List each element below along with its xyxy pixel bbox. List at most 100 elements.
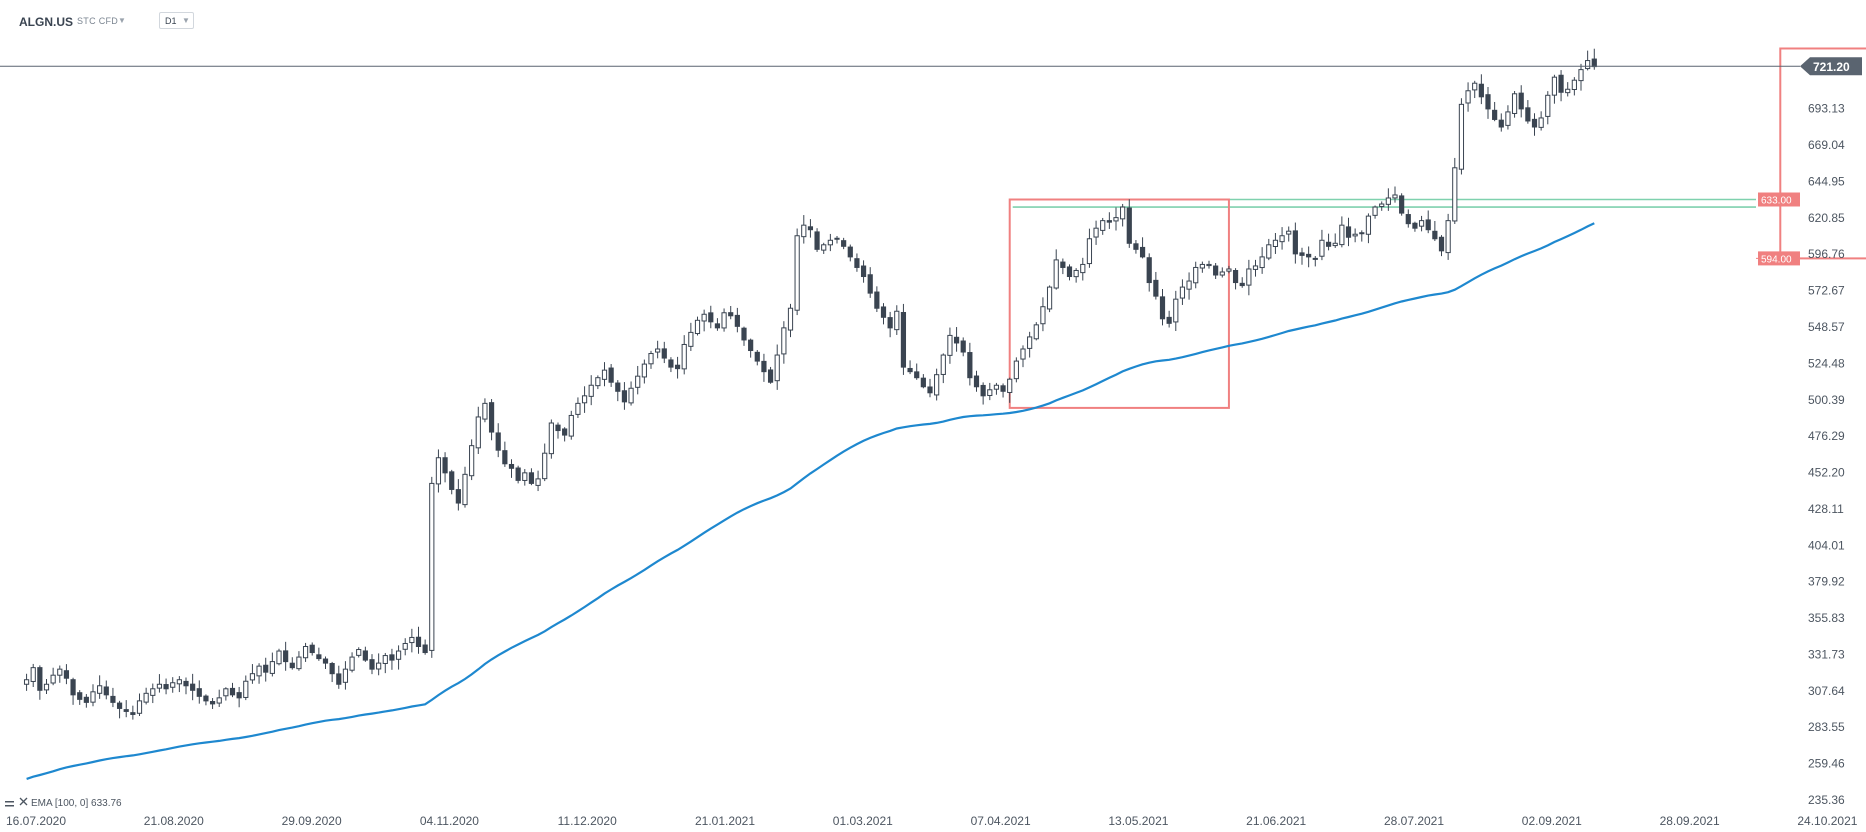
candle (655, 340, 661, 359)
candle-body (342, 668, 349, 683)
candle (77, 690, 83, 705)
candle (1133, 240, 1139, 254)
candle (1173, 290, 1179, 332)
candle (940, 353, 946, 384)
candle (794, 228, 800, 316)
candle-body (1126, 207, 1132, 244)
candle-body (1452, 167, 1458, 222)
candle-body (920, 377, 926, 388)
candle (263, 657, 269, 682)
candle-body (229, 687, 236, 696)
candle (1219, 267, 1225, 278)
candle (1518, 85, 1524, 118)
candle (296, 651, 302, 671)
candle (1299, 247, 1305, 265)
candle-body (57, 668, 63, 676)
candle-body (1246, 268, 1252, 286)
candle-body (422, 644, 428, 654)
candle-body (1565, 88, 1571, 94)
candle-body (1000, 385, 1006, 392)
candle (249, 664, 256, 684)
candle-body (482, 402, 488, 420)
candle-body (495, 432, 501, 451)
candle-body (1053, 259, 1059, 289)
candle (1571, 77, 1577, 96)
instrument-type-label[interactable]: STC CFD (77, 16, 119, 26)
x-tick-label: 29.09.2020 (282, 814, 342, 828)
candle-body (814, 231, 820, 250)
candle-body (681, 343, 687, 370)
candle (1399, 193, 1405, 216)
candle (289, 657, 295, 670)
candle (1365, 213, 1372, 244)
candle-body (1073, 269, 1079, 278)
candle (801, 215, 807, 244)
candle-body (1399, 195, 1405, 214)
candle-body (794, 235, 800, 311)
candle-body (694, 319, 701, 335)
x-tick-label: 21.06.2021 (1246, 814, 1306, 828)
ema-layer (26, 222, 1595, 780)
x-tick-label: 21.01.2021 (695, 814, 755, 828)
candle-body (1040, 306, 1046, 325)
candle (1259, 247, 1265, 274)
candle-body (555, 424, 561, 432)
close-icon[interactable] (19, 797, 28, 806)
candle (1438, 235, 1445, 257)
candle (170, 677, 176, 693)
candle (834, 235, 840, 244)
chevron-down-icon[interactable]: ▼ (118, 16, 126, 25)
indicator-label: EMA [100, 0] 633.76 (31, 798, 122, 809)
candle (1505, 105, 1511, 130)
candle-body (1458, 103, 1465, 170)
candle (1412, 221, 1418, 232)
candle (369, 654, 375, 675)
candle-body (1405, 214, 1411, 225)
candle-body (356, 649, 362, 656)
candle-body (203, 695, 209, 702)
candle-body (1538, 117, 1544, 128)
candle (1478, 74, 1484, 105)
y-tick-label: 524.48 (1808, 356, 1845, 370)
candle (1379, 201, 1385, 211)
candle (488, 399, 495, 441)
candle (641, 359, 647, 384)
y-tick-label: 476.29 (1808, 429, 1845, 443)
y-tick-label: 428.11 (1808, 502, 1844, 516)
interval-label: D1 (165, 16, 177, 26)
candle-body (176, 679, 182, 685)
candle (728, 305, 734, 320)
candle (860, 260, 867, 283)
candle-body (1060, 261, 1066, 268)
interval-selector[interactable]: D1 ▼ (159, 12, 194, 29)
candle-body (1226, 268, 1232, 272)
candle (1359, 230, 1365, 242)
candle (1425, 210, 1431, 234)
candle (761, 353, 767, 382)
candle-body (781, 327, 787, 355)
candle-body (263, 664, 269, 673)
bars-icon[interactable] (5, 801, 14, 807)
candle (442, 452, 448, 483)
y-tick-label: 596.76 (1808, 247, 1845, 261)
candle (1585, 50, 1591, 71)
x-tick-label: 28.09.2021 (1660, 814, 1720, 828)
candle (827, 233, 833, 252)
candle (1392, 186, 1398, 203)
candle (1066, 264, 1073, 281)
candle (329, 661, 335, 683)
candle (1027, 331, 1033, 358)
candle-body (402, 642, 408, 650)
candle (1432, 220, 1438, 242)
candle (1166, 310, 1172, 328)
candle (23, 673, 30, 691)
candle-body (1166, 316, 1172, 324)
candle-body (216, 697, 222, 704)
candle (482, 398, 488, 423)
candle (415, 626, 422, 654)
symbol-label[interactable]: ALGN.US (19, 15, 73, 29)
y-tick-label: 379.92 (1808, 575, 1845, 589)
candle (694, 316, 701, 336)
candle (787, 303, 794, 338)
